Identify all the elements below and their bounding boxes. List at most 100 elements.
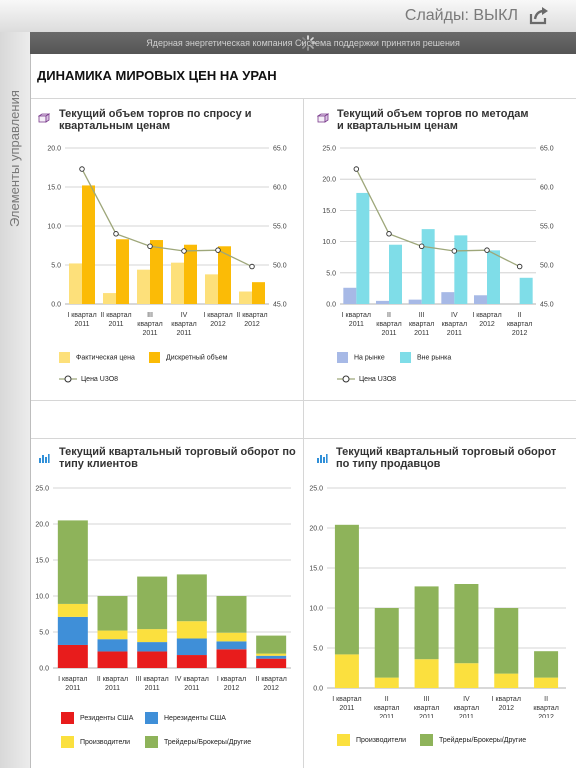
x-tick-label: 2011 (419, 714, 434, 718)
legend-label: Трейдеры/Брокеры/Другие (164, 738, 252, 746)
x-tick-label: III (424, 696, 430, 703)
panel-turnover-sellers: Текущий квартальный торговый оборот по т… (304, 438, 576, 768)
x-tick-label: I квартал (492, 696, 521, 703)
x-tick-label: II (387, 312, 391, 319)
x-tick-label: квартал (374, 705, 399, 712)
x-tick-label: квартал (533, 705, 558, 712)
bar (216, 641, 247, 650)
panel-turnover-clients: Текущий квартальный торговый оборот по т… (31, 438, 303, 768)
y2-tick-label: 50.0 (273, 263, 287, 270)
bar (374, 608, 399, 678)
x-tick-label: 2012 (479, 321, 495, 328)
legend-item: Трейдеры/Брокеры/Другие (420, 734, 526, 746)
x-tick-label: квартал (137, 321, 162, 328)
bar-chart-icon (39, 454, 50, 463)
box-icon (38, 113, 50, 123)
panel-title: Текущий квартальный торговый оборот по т… (336, 446, 557, 470)
legend-swatch (61, 712, 74, 724)
x-tick-label: 2011 (74, 321, 89, 328)
y2-tick-label: 60.0 (273, 185, 287, 192)
x-tick-label: 2011 (459, 714, 474, 718)
bar (252, 282, 265, 304)
bar (150, 240, 163, 304)
legend-swatch (337, 734, 350, 746)
y-tick-label: 5.0 (51, 263, 61, 270)
legend-swatch (61, 736, 74, 748)
bar (454, 235, 468, 304)
y-tick-label: 5.0 (39, 630, 49, 637)
legend-swatch (337, 352, 348, 363)
x-tick-label: 2011 (339, 705, 354, 712)
x-tick-label: I квартал (472, 312, 501, 319)
subtitle-text: Ядерная энергетическая компания Система … (146, 38, 460, 48)
x-tick-label: I квартал (58, 676, 87, 683)
x-tick-label: 2012 (224, 685, 240, 692)
bar (69, 263, 82, 304)
price-point (484, 247, 490, 253)
slides-toggle-label[interactable]: Слайды: ВЫКЛ (404, 7, 518, 24)
legend-label: Трейдеры/Брокеры/Другие (439, 736, 527, 744)
bar (137, 651, 168, 668)
bar (454, 663, 479, 688)
bar (171, 262, 184, 304)
x-tick-label: I квартал (217, 676, 246, 683)
price-point (79, 166, 85, 172)
x-tick-label: II (518, 312, 522, 319)
x-tick-label: IV (463, 696, 470, 703)
bar (57, 616, 88, 645)
bar (494, 608, 519, 674)
y-tick-label: 0.0 (313, 686, 323, 693)
price-point (249, 263, 255, 270)
divider (31, 400, 576, 401)
price-point (113, 231, 119, 237)
bar (487, 250, 500, 304)
y-tick-label: 15.0 (322, 208, 336, 215)
x-tick-label: II (544, 696, 548, 703)
bar (57, 603, 88, 617)
legend-swatch (145, 712, 158, 724)
bar (216, 596, 247, 633)
x-tick-label: 2012 (512, 330, 528, 337)
x-tick-label: I квартал (342, 312, 371, 319)
x-tick-label: квартал (507, 321, 532, 328)
x-tick-label: 2011 (142, 330, 157, 337)
y-tick-label: 15.0 (47, 185, 61, 192)
bar (218, 246, 231, 304)
legend-item: Резиденты США (61, 712, 133, 724)
bar (256, 653, 287, 656)
turnover-sellers-chart: 0.0 5.0 10.0 15.0 20.0 25.0 I квартал 2011 II ква… (309, 486, 566, 718)
price-line (355, 168, 520, 268)
x-tick-label: II квартал (100, 312, 131, 319)
bar (97, 639, 128, 652)
x-tick-label: 2011 (381, 330, 396, 337)
legend-item: Цена U3O8 (337, 374, 396, 384)
bar (534, 677, 559, 688)
x-tick-label: квартал (454, 705, 479, 712)
price-point (181, 248, 187, 254)
bar (137, 629, 168, 643)
volume-demand-chart: 0.0 5.0 10.0 15.0 20.0 45.0 50.0 55.0 60.0 65.0 I … (47, 146, 287, 338)
x-tick-label: квартал (414, 705, 439, 712)
bar (137, 642, 168, 652)
bar (441, 292, 455, 304)
y-tick-label: 5.0 (313, 646, 323, 653)
x-tick-label: I квартал (203, 312, 232, 319)
bar (216, 649, 247, 668)
legend-label: Производители (80, 738, 131, 746)
legend-label: Фактическая цена (76, 354, 135, 362)
price-line (81, 168, 253, 268)
y2-tick-label: 45.0 (273, 302, 287, 309)
loading-spinner-icon (300, 35, 316, 51)
share-icon[interactable] (528, 6, 550, 26)
bar (256, 655, 287, 659)
x-tick-label: 2011 (414, 330, 429, 337)
price-point (451, 248, 458, 254)
x-tick-label: 2011 (349, 321, 364, 328)
y-tick-label: 25.0 (35, 486, 49, 493)
controls-side-tab[interactable]: Элементы управления (0, 32, 31, 768)
x-tick-label: IV (451, 312, 458, 319)
bar (97, 596, 128, 631)
y-tick-label: 20.0 (47, 146, 61, 153)
y-tick-label: 10.0 (309, 606, 323, 613)
bar (256, 635, 287, 654)
